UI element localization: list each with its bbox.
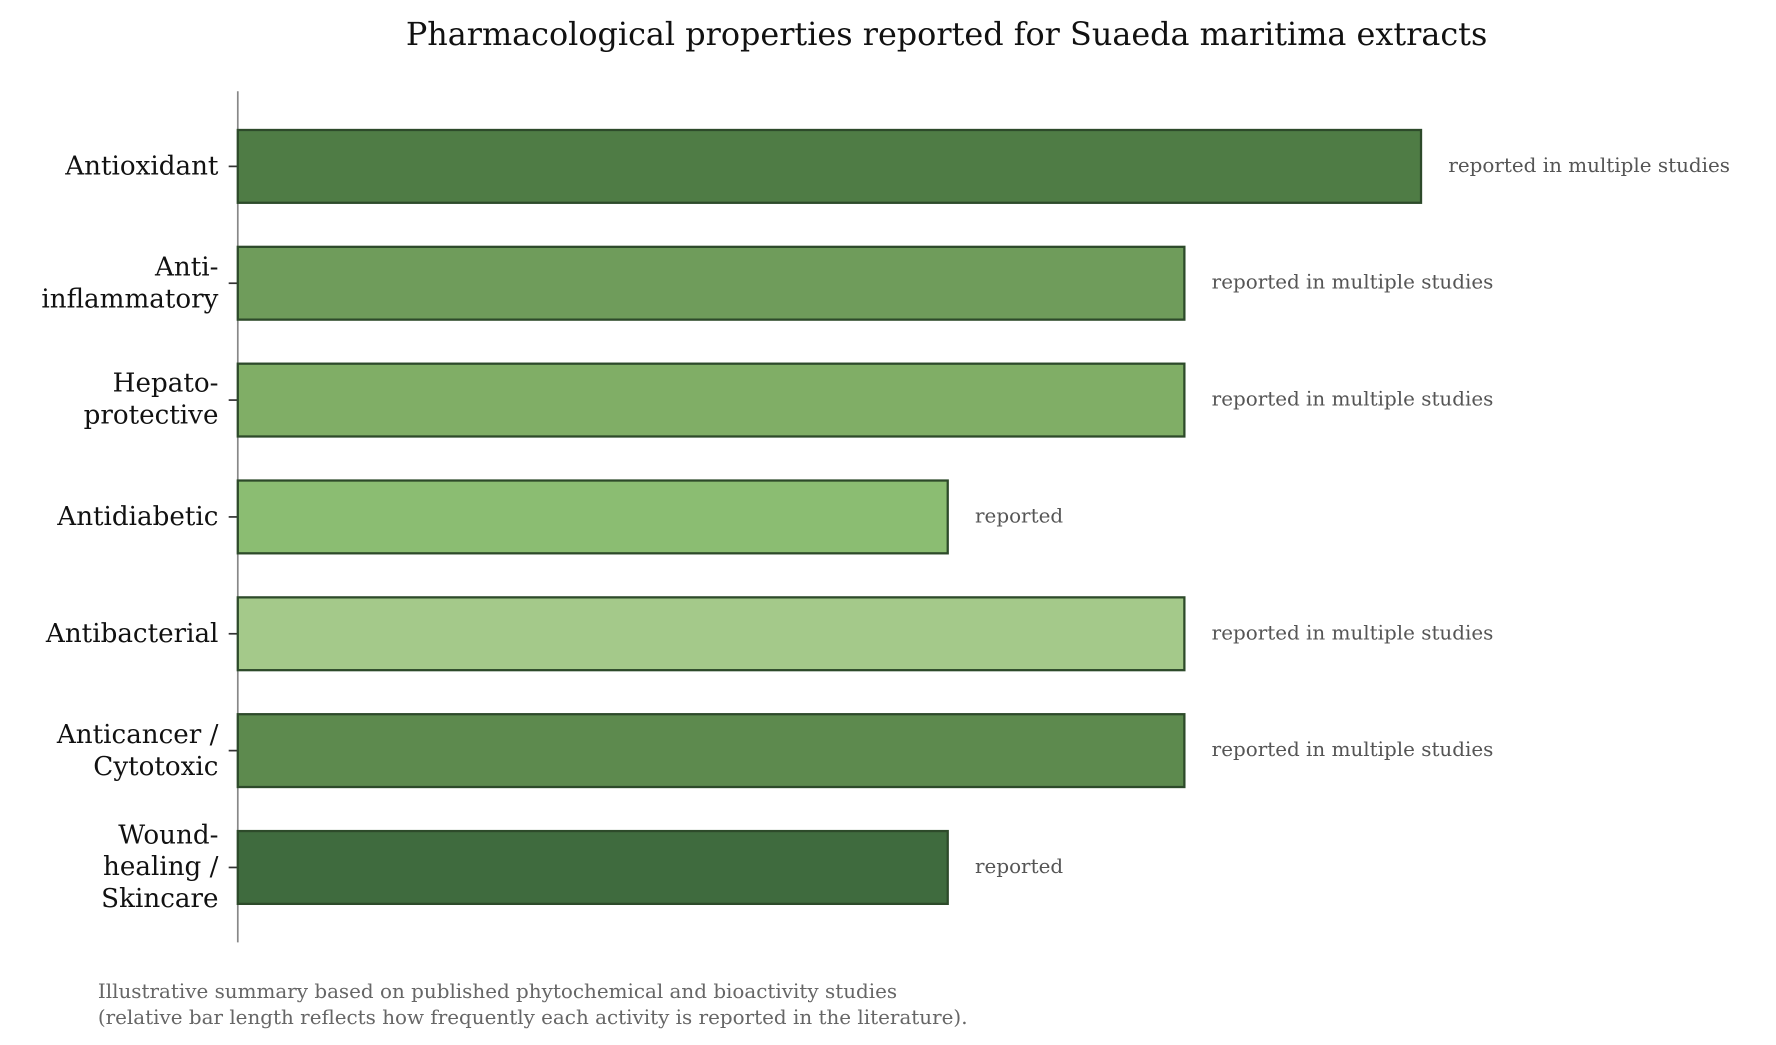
note: (relative bar length reflects how freque…: [98, 1006, 968, 1029]
chart-title: Pharmacological properties reported for …: [406, 15, 1488, 53]
value-label: reported in multiple studies: [1212, 271, 1494, 294]
y-tick-label-box: Anti- inflammatory: [41, 252, 219, 314]
y-tick-label: Antioxidant: [65, 151, 219, 182]
bar: [236, 596, 1186, 672]
y-tick-label: Anticancer / Cytotoxic: [56, 719, 219, 782]
y-tick-label-box: Antibacterial: [45, 618, 219, 649]
value-label: reported in multiple studies: [1212, 621, 1494, 644]
y-tick-label: Wound- healing / Skincare: [101, 820, 219, 915]
value-label: reported: [975, 855, 1063, 878]
bar: [236, 829, 949, 906]
y-tick-label-box: Antidiabetic: [57, 502, 219, 532]
y-tick-label: Anti- inflammatory: [41, 252, 219, 314]
y-tick-label-box: Anticancer / Cytotoxic: [56, 719, 219, 782]
y-tick-label: Hepato- protective: [83, 369, 219, 431]
bar: [236, 479, 949, 555]
y-tick-label: Antidiabetic: [57, 502, 219, 532]
value-label: reported in multiple studies: [1212, 388, 1494, 411]
y-tick-label-box: Wound- healing / Skincare: [101, 820, 219, 915]
value-label: reported in multiple studies: [1448, 154, 1730, 177]
y-tick-label-box: Hepato- protective: [83, 369, 219, 431]
value-label: reported in multiple studies: [1212, 738, 1494, 761]
bar: [236, 245, 1186, 321]
value-label: reported: [975, 504, 1063, 527]
bar: [236, 362, 1186, 438]
y-tick-label: Antibacterial: [45, 618, 219, 649]
bar: [236, 713, 1186, 789]
note: Illustrative summary based on published …: [98, 980, 897, 1003]
y-tick-label-box: Antioxidant: [65, 151, 219, 182]
bar: [236, 128, 1423, 204]
